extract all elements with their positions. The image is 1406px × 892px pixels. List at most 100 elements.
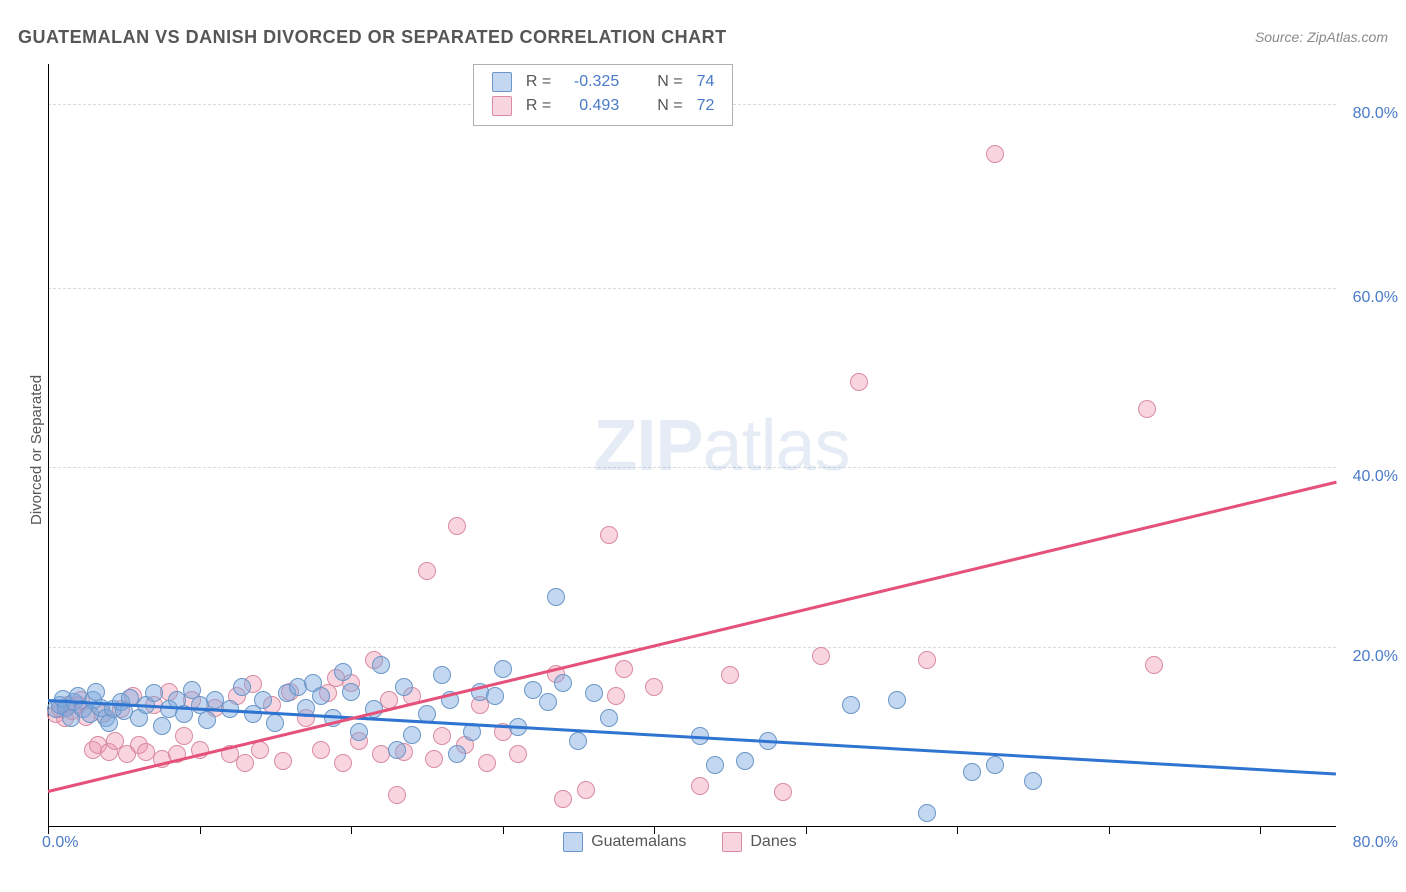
guatemalans-point — [153, 717, 171, 735]
y-tick-label: 20.0% — [1353, 648, 1398, 666]
guatemalans-point — [403, 726, 421, 744]
correlation-legend: R =-0.325N =74R =0.493N =72 — [473, 64, 733, 126]
legend-item: Danes — [722, 832, 796, 852]
scatter-plot-area: 20.0%40.0%60.0%80.0%0.0%80.0%Divorced or… — [48, 64, 1336, 826]
guatemalans-point — [372, 656, 390, 674]
danes-point — [448, 517, 466, 535]
danes-point — [986, 145, 1004, 163]
guatemalans-point — [986, 756, 1004, 774]
guatemalans-point — [145, 684, 163, 702]
guatemalans-point — [395, 678, 413, 696]
x-tick — [806, 826, 807, 834]
source-attribution: Source: ZipAtlas.com — [1255, 29, 1388, 45]
legend-item: Guatemalans — [563, 832, 686, 852]
y-tick-label: 80.0% — [1353, 105, 1398, 123]
danes-point — [721, 666, 739, 684]
danes-point — [433, 727, 451, 745]
danes-point — [850, 373, 868, 391]
legend-swatch — [722, 832, 742, 852]
danes-point — [577, 781, 595, 799]
legend-label: Danes — [750, 833, 796, 851]
x-tick — [200, 826, 201, 834]
danes-point — [478, 754, 496, 772]
danes-point — [774, 783, 792, 801]
legend-label: Guatemalans — [591, 833, 686, 851]
x-tick — [957, 826, 958, 834]
danes-point — [554, 790, 572, 808]
watermark: ZIPatlas — [594, 405, 850, 487]
guatemalans-point — [554, 674, 572, 692]
guatemalans-point — [888, 691, 906, 709]
danes-point — [388, 786, 406, 804]
guatemalans-point — [706, 756, 724, 774]
x-tick — [351, 826, 352, 834]
guatemalans-point — [494, 660, 512, 678]
danes-point — [918, 651, 936, 669]
chart-title: GUATEMALAN VS DANISH DIVORCED OR SEPARAT… — [18, 27, 727, 48]
legend-r-value: -0.325 — [559, 71, 625, 93]
gridline — [48, 467, 1336, 468]
guatemalans-point — [87, 683, 105, 701]
guatemalans-point — [569, 732, 587, 750]
guatemalans-point — [233, 678, 251, 696]
guatemalans-point — [388, 741, 406, 759]
guatemalans-point — [266, 714, 284, 732]
danes-point — [645, 678, 663, 696]
danes-point — [509, 745, 527, 763]
guatemalans-point — [918, 804, 936, 822]
x-tick — [503, 826, 504, 834]
guatemalans-point — [600, 709, 618, 727]
legend-n-value: 72 — [691, 95, 721, 117]
guatemalans-point — [433, 666, 451, 684]
guatemalans-point — [842, 696, 860, 714]
danes-point — [615, 660, 633, 678]
danes-point — [600, 526, 618, 544]
x-axis-line — [48, 826, 1336, 827]
guatemalans-point — [524, 681, 542, 699]
chart-header: GUATEMALAN VS DANISH DIVORCED OR SEPARAT… — [18, 20, 1388, 54]
gridline — [48, 647, 1336, 648]
guatemalans-point — [539, 693, 557, 711]
legend-swatch — [492, 96, 512, 116]
danes-point — [425, 750, 443, 768]
danes-point — [236, 754, 254, 772]
legend-swatch — [492, 72, 512, 92]
guatemalans-point — [486, 687, 504, 705]
guatemalans-point — [547, 588, 565, 606]
danes-point — [418, 562, 436, 580]
danes-point — [691, 777, 709, 795]
legend-swatch — [563, 832, 583, 852]
x-tick — [1109, 826, 1110, 834]
y-tick-label: 40.0% — [1353, 468, 1398, 486]
y-axis-title: Divorced or Separated — [28, 375, 45, 525]
x-tick — [1260, 826, 1261, 834]
guatemalans-point — [350, 723, 368, 741]
y-tick-label: 60.0% — [1353, 289, 1398, 307]
danes-point — [334, 754, 352, 772]
legend-n-label: N = — [651, 71, 688, 93]
legend-n-value: 74 — [691, 71, 721, 93]
danes-point — [1145, 656, 1163, 674]
guatemalans-point — [254, 691, 272, 709]
guatemalans-point — [963, 763, 981, 781]
danes-point — [607, 687, 625, 705]
danes-point — [312, 741, 330, 759]
danes-point — [274, 752, 292, 770]
x-tick-label-left: 0.0% — [42, 834, 78, 852]
x-tick-label-right: 80.0% — [1353, 834, 1398, 852]
guatemalans-point — [342, 683, 360, 701]
danes-point — [1138, 400, 1156, 418]
series-legend: Guatemalans Danes — [563, 832, 796, 852]
guatemalans-point — [334, 663, 352, 681]
guatemalans-point — [312, 687, 330, 705]
x-tick — [48, 826, 49, 834]
guatemalans-point — [1024, 772, 1042, 790]
guatemalans-point — [585, 684, 603, 702]
gridline — [48, 288, 1336, 289]
danes-point — [812, 647, 830, 665]
guatemalans-point — [448, 745, 466, 763]
legend-r-label: R = — [520, 95, 557, 117]
guatemalans-point — [736, 752, 754, 770]
legend-r-value: 0.493 — [559, 95, 625, 117]
legend-n-label: N = — [651, 95, 688, 117]
